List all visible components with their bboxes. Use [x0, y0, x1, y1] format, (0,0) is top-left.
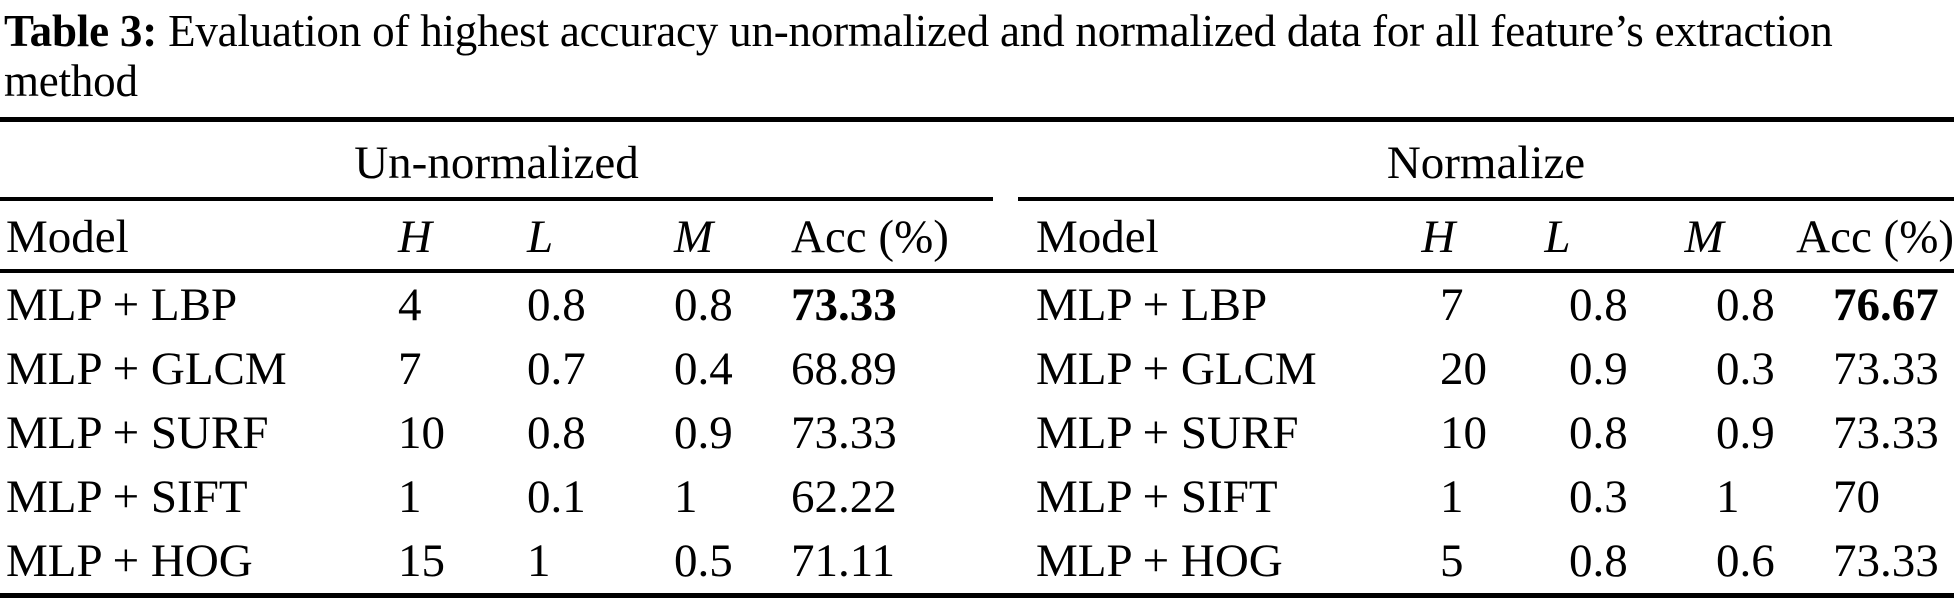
table-row: MLP + SURF 10 0.8 0.9 73.33 [0, 401, 993, 465]
table-row: MLP + SIFT 1 0.3 1 70 [1018, 465, 1954, 529]
column-header-acc: Acc (%) [1796, 211, 1954, 263]
model-cell: MLP + GLCM [1036, 343, 1317, 395]
column-header-model: Model [1036, 211, 1159, 263]
table-body-section: MLP + LBP 4 0.8 0.8 73.33 MLP + GLCM 7 0… [0, 273, 1954, 593]
normalized-body: MLP + LBP 7 0.8 0.8 76.67 MLP + GLCM 20 … [1018, 273, 1954, 593]
acc-cell: 68.89 [791, 343, 897, 395]
column-header-acc: Acc (%) [791, 211, 949, 263]
table-row: MLP + SURF 10 0.8 0.9 73.33 [1018, 401, 1954, 465]
unnormalized-header-block: Un-normalized Model H L M Acc (%) [0, 122, 993, 269]
column-header-m: M [674, 211, 714, 263]
unnormalized-body: MLP + LBP 4 0.8 0.8 73.33 MLP + GLCM 7 0… [0, 273, 993, 593]
h-cell: 7 [398, 343, 422, 395]
table-row: MLP + HOG 5 0.8 0.6 73.33 [1018, 529, 1954, 593]
acc-cell: 73.33 [791, 407, 897, 459]
column-header-l: L [1544, 211, 1571, 263]
h-cell: 1 [1440, 471, 1464, 523]
l-cell: 0.8 [1569, 279, 1628, 331]
model-cell: MLP + LBP [1036, 279, 1268, 331]
table-row: MLP + SIFT 1 0.1 1 62.22 [0, 465, 993, 529]
column-header-model: Model [6, 211, 129, 263]
table-row: MLP + HOG 15 1 0.5 71.11 [0, 529, 993, 593]
h-cell: 20 [1440, 343, 1487, 395]
l-cell: 1 [527, 535, 551, 587]
m-cell: 0.8 [674, 279, 733, 331]
table-caption-label: Table 3: [4, 6, 158, 56]
column-header-m: M [1684, 211, 1724, 263]
h-cell: 7 [1440, 279, 1464, 331]
m-cell: 0.9 [1716, 407, 1775, 459]
m-cell: 0.5 [674, 535, 733, 587]
acc-cell-best: 76.67 [1833, 279, 1939, 331]
acc-cell: 70 [1833, 471, 1880, 523]
h-cell: 4 [398, 279, 422, 331]
model-cell: MLP + HOG [6, 535, 253, 587]
l-cell: 0.8 [1569, 535, 1628, 587]
group-title-unnormalized: Un-normalized [0, 122, 993, 201]
m-cell: 0.6 [1716, 535, 1775, 587]
m-cell: 0.8 [1716, 279, 1775, 331]
table-caption: Table 3: Evaluation of highest accuracy … [4, 6, 1954, 106]
normalized-column-header-row: Model H L M Acc (%) [1018, 201, 1954, 269]
acc-cell: 73.33 [1833, 343, 1939, 395]
l-cell: 0.3 [1569, 471, 1628, 523]
table-row: MLP + LBP 4 0.8 0.8 73.33 [0, 273, 993, 337]
l-cell: 0.8 [527, 279, 586, 331]
table-row: MLP + LBP 7 0.8 0.8 76.67 [1018, 273, 1954, 337]
m-cell: 1 [1716, 471, 1740, 523]
l-cell: 0.1 [527, 471, 586, 523]
l-cell: 0.9 [1569, 343, 1628, 395]
acc-cell: 62.22 [791, 471, 897, 523]
h-cell: 10 [1440, 407, 1487, 459]
table-row: MLP + GLCM 7 0.7 0.4 68.89 [0, 337, 993, 401]
group-title-normalize: Normalize [1018, 122, 1954, 201]
column-header-h: H [1421, 211, 1456, 263]
l-cell: 0.8 [527, 407, 586, 459]
header-divider-rule [0, 269, 1954, 273]
column-header-l: L [527, 211, 554, 263]
l-cell: 0.8 [1569, 407, 1628, 459]
m-cell: 0.3 [1716, 343, 1775, 395]
table-caption-text: Evaluation of highest accuracy un-normal… [4, 6, 1833, 106]
results-table: Un-normalized Model H L M Acc (%) Normal… [0, 117, 1954, 598]
acc-cell: 73.33 [1833, 535, 1939, 587]
column-gap [993, 273, 1018, 593]
model-cell: MLP + SURF [6, 407, 269, 459]
model-cell: MLP + HOG [1036, 535, 1283, 587]
acc-cell: 73.33 [1833, 407, 1939, 459]
h-cell: 10 [398, 407, 445, 459]
acc-cell: 71.11 [791, 535, 896, 587]
model-cell: MLP + GLCM [6, 343, 287, 395]
column-gap [993, 122, 1018, 269]
m-cell: 0.9 [674, 407, 733, 459]
m-cell: 1 [674, 471, 698, 523]
m-cell: 0.4 [674, 343, 733, 395]
model-cell: MLP + LBP [6, 279, 238, 331]
acc-cell-best: 73.33 [791, 279, 897, 331]
unnormalized-column-header-row: Model H L M Acc (%) [0, 201, 993, 269]
h-cell: 1 [398, 471, 422, 523]
table-header-section: Un-normalized Model H L M Acc (%) Normal… [0, 122, 1954, 269]
normalized-header-block: Normalize Model H L M Acc (%) [1018, 122, 1954, 269]
h-cell: 15 [398, 535, 445, 587]
model-cell: MLP + SIFT [6, 471, 248, 523]
model-cell: MLP + SURF [1036, 407, 1299, 459]
h-cell: 5 [1440, 535, 1464, 587]
model-cell: MLP + SIFT [1036, 471, 1278, 523]
column-header-h: H [398, 211, 432, 263]
table-row: MLP + GLCM 20 0.9 0.3 73.33 [1018, 337, 1954, 401]
l-cell: 0.7 [527, 343, 586, 395]
